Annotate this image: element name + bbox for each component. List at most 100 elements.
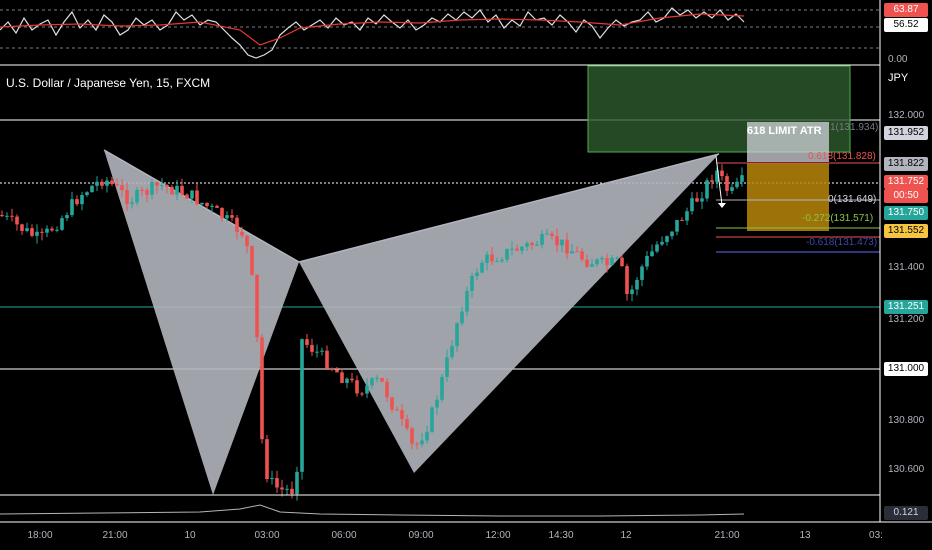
candle-body [530, 243, 534, 246]
candle-body [595, 259, 599, 265]
candle-body [550, 233, 554, 236]
rsi-ma-line [0, 13, 745, 46]
candle-body [290, 488, 294, 495]
candle-body [265, 439, 269, 480]
candle-body [730, 187, 734, 191]
price-label-131750: 131.750 [884, 206, 928, 220]
rsi-line [0, 7, 745, 59]
candle-body [295, 471, 299, 495]
candle-body [635, 279, 639, 290]
candle-body [95, 181, 99, 186]
candle-body [365, 385, 369, 394]
fib-label-neg0618: -0.618(131.473) [806, 237, 878, 248]
candle-body [670, 231, 674, 237]
candle-body [455, 323, 459, 347]
arrow-head [718, 203, 726, 208]
harmonic-pattern[interactable] [103, 149, 720, 495]
fib-label-0: 0(131.649) [828, 194, 877, 205]
time-tick: 03:00 [254, 530, 280, 541]
candle-body [645, 256, 649, 267]
candle-body [320, 350, 324, 352]
candle-body [490, 254, 494, 262]
pattern-bcd [299, 154, 719, 473]
candle-body [610, 257, 614, 266]
candle-body [90, 185, 94, 193]
candle-body [390, 397, 394, 410]
candle-body [510, 248, 514, 250]
time-tick: 03: [869, 530, 883, 541]
candle-body [540, 233, 544, 245]
candle-body [360, 393, 364, 395]
candle-body [655, 244, 659, 252]
candle-body [325, 350, 329, 369]
candle-body [55, 229, 59, 231]
candle-body [680, 219, 684, 221]
candle-body [335, 369, 339, 373]
currency-label: JPY [888, 72, 909, 84]
candle-body [140, 189, 144, 191]
candle-body [145, 190, 149, 195]
bottom-indicator-line [0, 504, 745, 517]
limit-box[interactable] [747, 122, 829, 162]
candle-body [280, 487, 284, 490]
candle-body [15, 216, 19, 225]
candle-body [275, 478, 279, 488]
pattern-xab [104, 150, 299, 495]
candle-body [190, 190, 194, 199]
candle-body [100, 181, 104, 186]
candle-body [710, 180, 714, 182]
candles-series[interactable] [0, 164, 744, 501]
candle-body [585, 259, 589, 267]
candle-body [700, 198, 704, 202]
candle-body [575, 251, 579, 253]
candle-body [580, 251, 584, 260]
candle-body [85, 192, 89, 196]
candle-body [740, 175, 744, 182]
candle-body [270, 478, 274, 480]
candle-body [210, 205, 214, 207]
rsi-value-a: 63.87 [884, 3, 928, 17]
time-tick: 21:00 [714, 530, 740, 541]
candle-body [330, 368, 334, 370]
candle-body [705, 180, 709, 199]
candle-body [690, 198, 694, 212]
time-tick: 10 [184, 530, 196, 541]
candle-body [715, 170, 719, 182]
entry-zone[interactable] [747, 163, 829, 231]
candle-body [620, 257, 624, 267]
candle-body [480, 262, 484, 273]
limit-atr-label: 618 LIMIT ATR [747, 125, 822, 137]
candle-body [395, 409, 399, 411]
candle-body [25, 228, 29, 231]
candle-body [115, 184, 119, 186]
candle-body [555, 235, 559, 246]
candle-body [485, 254, 489, 263]
candle-body [120, 185, 124, 191]
price-label-131822: 131.822 [884, 157, 928, 171]
fib-label-1: 1(131.934) [830, 122, 879, 133]
candle-body [310, 344, 314, 352]
candle-body [80, 195, 84, 205]
pattern-b-d-leg [298, 153, 720, 263]
candle-body [420, 440, 424, 445]
candle-body [560, 239, 564, 246]
candle-body [180, 185, 184, 195]
candle-body [695, 198, 699, 202]
rsi-value-b: 56.52 [884, 18, 928, 32]
candle-body [735, 181, 739, 188]
candle-body [475, 272, 479, 276]
bottom-indicator-value: 0.121 [884, 506, 928, 520]
candle-body [385, 381, 389, 398]
fib-label-0618: 0.618(131.828) [808, 151, 876, 162]
candle-body [20, 224, 24, 231]
candle-body [660, 241, 664, 245]
price-tick: 130.600 [888, 464, 925, 475]
candle-body [235, 217, 239, 232]
candle-body [370, 378, 374, 386]
candle-body [425, 431, 429, 441]
candle-body [605, 258, 609, 266]
candle-body [665, 236, 669, 242]
candle-body [345, 378, 349, 383]
candle-body [515, 248, 519, 251]
